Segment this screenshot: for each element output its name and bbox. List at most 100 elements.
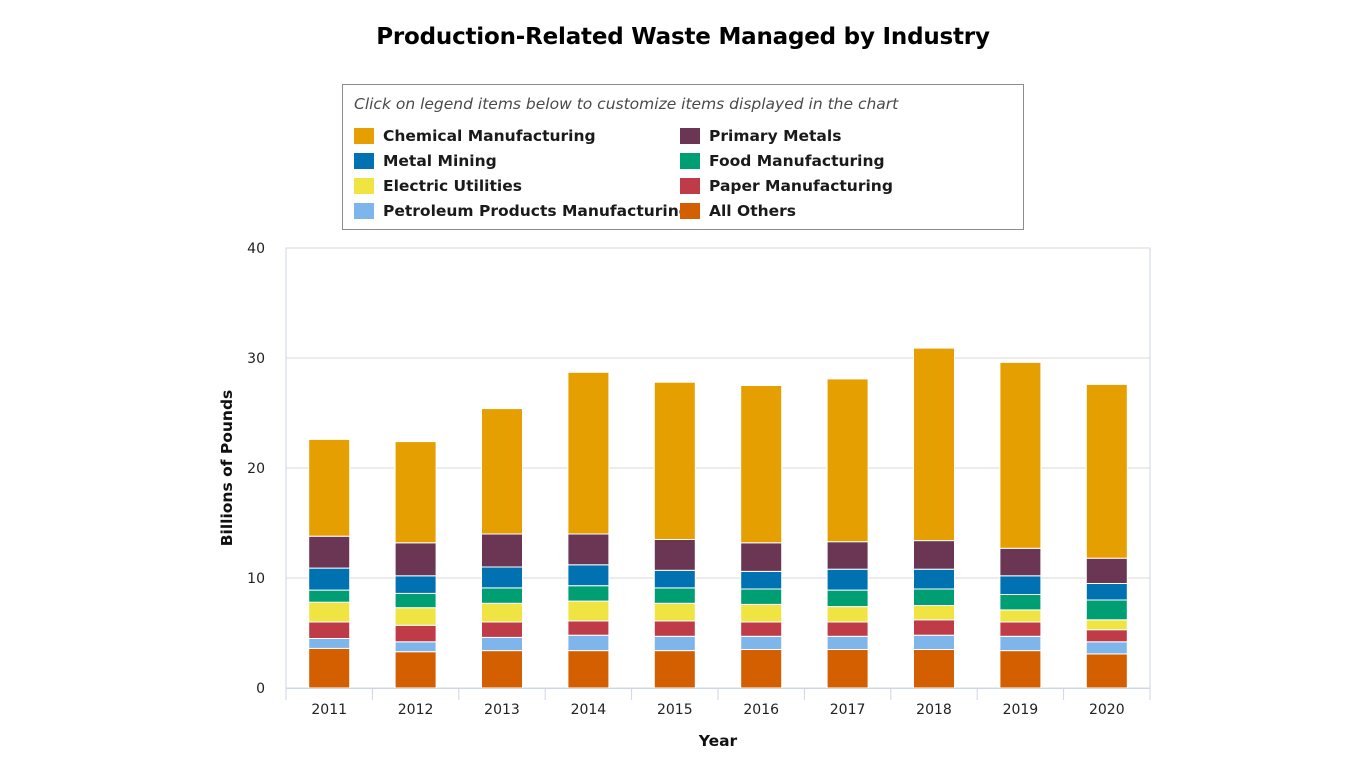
bar-all-others-2017[interactable]: [826, 649, 869, 689]
bar-chemical-manufacturing-2014[interactable]: [567, 371, 610, 535]
bar-all-others-2011[interactable]: [308, 647, 351, 689]
bar-food-manufacturing-2011[interactable]: [308, 589, 351, 603]
bar-electric-utilities-2017[interactable]: [826, 606, 869, 623]
bar-petroleum-products-manufacturing-2019[interactable]: [999, 635, 1042, 652]
legend-swatch: [354, 128, 374, 144]
bar-petroleum-products-manufacturing-2018[interactable]: [913, 634, 955, 651]
bar-metal-mining-2012[interactable]: [394, 575, 437, 594]
bar-all-others-2013[interactable]: [481, 650, 523, 689]
bar-electric-utilities-2020[interactable]: [1085, 619, 1128, 631]
bar-primary-metals-2016[interactable]: [740, 542, 783, 572]
bar-food-manufacturing-2012[interactable]: [394, 592, 437, 609]
bar-chemical-manufacturing-2015[interactable]: [653, 381, 696, 541]
bar-paper-manufacturing-2013[interactable]: [481, 621, 523, 638]
chart-title: Production-Related Waste Managed by Indu…: [376, 24, 990, 50]
bar-metal-mining-2011[interactable]: [308, 567, 351, 591]
x-tick-label: 2019: [1003, 702, 1039, 718]
bar-paper-manufacturing-2016[interactable]: [740, 621, 783, 637]
legend-item-food-manufacturing[interactable]: Food Manufacturing: [680, 151, 885, 171]
bar-electric-utilities-2012[interactable]: [394, 607, 437, 626]
bar-all-others-2018[interactable]: [913, 649, 955, 689]
bar-petroleum-products-manufacturing-2014[interactable]: [567, 634, 610, 652]
bar-primary-metals-2013[interactable]: [481, 533, 523, 568]
bar-food-manufacturing-2015[interactable]: [653, 587, 696, 604]
bar-metal-mining-2020[interactable]: [1085, 583, 1128, 601]
bar-all-others-2016[interactable]: [740, 649, 783, 689]
bar-petroleum-products-manufacturing-2016[interactable]: [740, 635, 783, 650]
bar-metal-mining-2016[interactable]: [740, 570, 783, 590]
bar-metal-mining-2013[interactable]: [481, 566, 523, 589]
bar-food-manufacturing-2019[interactable]: [999, 594, 1042, 611]
bar-metal-mining-2014[interactable]: [567, 564, 610, 587]
bar-paper-manufacturing-2017[interactable]: [826, 621, 869, 637]
bar-chemical-manufacturing-2013[interactable]: [481, 408, 523, 535]
bar-primary-metals-2014[interactable]: [567, 533, 610, 566]
bar-all-others-2020[interactable]: [1085, 653, 1128, 689]
bar-electric-utilities-2016[interactable]: [740, 603, 783, 623]
bar-metal-mining-2018[interactable]: [913, 568, 955, 590]
bar-chemical-manufacturing-2017[interactable]: [826, 378, 869, 543]
x-tick-label: 2015: [657, 702, 693, 718]
legend-swatch: [354, 178, 374, 194]
bar-food-manufacturing-2013[interactable]: [481, 587, 523, 604]
bar-primary-metals-2011[interactable]: [308, 535, 351, 569]
bar-all-others-2014[interactable]: [567, 650, 610, 689]
bar-primary-metals-2017[interactable]: [826, 541, 869, 570]
legend-item-metal-mining[interactable]: Metal Mining: [354, 151, 497, 171]
bar-petroleum-products-manufacturing-2013[interactable]: [481, 636, 523, 652]
bar-primary-metals-2019[interactable]: [999, 547, 1042, 577]
bar-all-others-2019[interactable]: [999, 650, 1042, 689]
bar-food-manufacturing-2020[interactable]: [1085, 599, 1128, 621]
bar-paper-manufacturing-2012[interactable]: [394, 624, 437, 643]
y-tick-label: 0: [256, 681, 265, 697]
bar-food-manufacturing-2017[interactable]: [826, 589, 869, 608]
bar-petroleum-products-manufacturing-2011[interactable]: [308, 638, 351, 649]
bar-chemical-manufacturing-2012[interactable]: [394, 441, 437, 544]
legend-swatch: [680, 128, 700, 144]
bar-paper-manufacturing-2014[interactable]: [567, 620, 610, 636]
bar-food-manufacturing-2014[interactable]: [567, 585, 610, 602]
bar-chemical-manufacturing-2011[interactable]: [308, 438, 351, 537]
bar-metal-mining-2015[interactable]: [653, 569, 696, 589]
bar-primary-metals-2020[interactable]: [1085, 557, 1128, 585]
bar-food-manufacturing-2016[interactable]: [740, 588, 783, 605]
bar-primary-metals-2018[interactable]: [913, 540, 955, 570]
y-tick-label: 20: [247, 461, 265, 477]
bar-petroleum-products-manufacturing-2012[interactable]: [394, 641, 437, 653]
bar-petroleum-products-manufacturing-2015[interactable]: [653, 635, 696, 652]
bar-electric-utilities-2018[interactable]: [913, 605, 955, 621]
legend-item-primary-metals[interactable]: Primary Metals: [680, 126, 841, 146]
bar-petroleum-products-manufacturing-2017[interactable]: [826, 635, 869, 650]
bar-food-manufacturing-2018[interactable]: [913, 588, 955, 606]
bar-chemical-manufacturing-2018[interactable]: [913, 347, 955, 542]
bar-electric-utilities-2013[interactable]: [481, 602, 523, 623]
bar-chemical-manufacturing-2020[interactable]: [1085, 383, 1128, 559]
bar-chemical-manufacturing-2019[interactable]: [999, 361, 1042, 549]
legend-item-paper-manufacturing[interactable]: Paper Manufacturing: [680, 176, 893, 196]
bar-all-others-2012[interactable]: [394, 651, 437, 689]
legend-box: Click on legend items below to customize…: [342, 84, 1024, 230]
legend-label: Petroleum Products Manufacturing: [383, 202, 690, 220]
bar-paper-manufacturing-2020[interactable]: [1085, 629, 1128, 643]
bar-electric-utilities-2019[interactable]: [999, 609, 1042, 623]
bar-electric-utilities-2015[interactable]: [653, 602, 696, 622]
bar-paper-manufacturing-2019[interactable]: [999, 621, 1042, 637]
bar-paper-manufacturing-2015[interactable]: [653, 620, 696, 637]
bar-all-others-2015[interactable]: [653, 650, 696, 689]
legend-item-chemical-manufacturing[interactable]: Chemical Manufacturing: [354, 126, 596, 146]
bar-metal-mining-2019[interactable]: [999, 575, 1042, 595]
bar-electric-utilities-2011[interactable]: [308, 601, 351, 623]
bar-petroleum-products-manufacturing-2020[interactable]: [1085, 641, 1128, 655]
bar-chemical-manufacturing-2016[interactable]: [740, 385, 783, 544]
bar-primary-metals-2012[interactable]: [394, 542, 437, 577]
bar-paper-manufacturing-2018[interactable]: [913, 619, 955, 636]
bar-electric-utilities-2014[interactable]: [567, 600, 610, 622]
legend-item-all-others[interactable]: All Others: [680, 201, 796, 221]
bar-primary-metals-2015[interactable]: [653, 539, 696, 571]
legend-item-electric-utilities[interactable]: Electric Utilities: [354, 176, 522, 196]
legend-item-petroleum-products-manufacturing[interactable]: Petroleum Products Manufacturing: [354, 201, 690, 221]
bar-paper-manufacturing-2011[interactable]: [308, 621, 351, 639]
bar-metal-mining-2017[interactable]: [826, 568, 869, 591]
